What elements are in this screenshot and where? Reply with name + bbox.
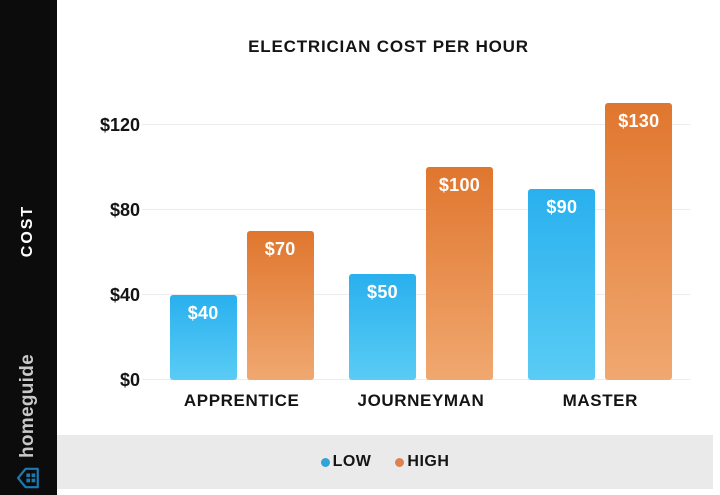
x-axis-label-master: MASTER [562, 391, 639, 410]
bar-journeyman-low: $50 [348, 273, 416, 380]
legend-item-high: HIGH [395, 453, 449, 471]
homeguide-wordmark: homeguide [17, 353, 38, 458]
chart-title: ELECTRICIAN COST PER HOUR [248, 37, 529, 56]
bar-apprentice-high: $70 [246, 231, 314, 380]
bar-value-label: $50 [367, 281, 398, 302]
bar-value-label: $90 [546, 196, 578, 217]
gridline-80 [142, 208, 690, 210]
plot-area: $120 $80 $40 $0 $40 $70 $50 $100 $90 $130 [100, 97, 690, 390]
bar-group-master: $90 $130 [511, 103, 690, 380]
sidebar: COST homeguide [0, 0, 57, 495]
chart-legend: LOW HIGH [57, 435, 713, 489]
homeguide-house-icon [16, 467, 39, 489]
bar-value-label: $70 [264, 239, 296, 260]
bar-journeyman-high: $100 [425, 167, 493, 380]
bar-apprentice-low: $40 [169, 294, 237, 380]
bar-chart: ELECTRICIAN COST PER HOUR $120 $80 $40 $0 $4… [57, 0, 720, 435]
bar-group-journeyman: $50 $100 [331, 167, 510, 380]
gridline-120 [142, 123, 690, 125]
x-axis-label-apprentice: APPRENTICE [183, 391, 300, 410]
bar-value-label: $130 [618, 111, 660, 132]
gridline-0 [142, 379, 690, 380]
y-tick-label: $0 [119, 370, 140, 390]
bar-value-label: $100 [438, 175, 481, 196]
y-tick-label: $40 [109, 284, 140, 305]
bar-group-apprentice: $40 $70 [152, 231, 331, 380]
y-tick-label: $120 [99, 114, 140, 135]
y-tick-label: $80 [109, 199, 140, 220]
x-axis-label-journeyman: JOURNEYMAN [357, 391, 485, 410]
gridline-40 [142, 293, 690, 295]
bar-master-high: $130 [605, 103, 673, 380]
homeguide-logo: homeguide [11, 331, 45, 491]
bar-master-low: $90 [528, 188, 596, 380]
legend-label: LOW [332, 453, 372, 470]
legend-item-low: LOW [320, 453, 372, 471]
y-axis-title: COST [19, 204, 36, 258]
bar-value-label: $40 [187, 302, 219, 323]
x-axis-labels: APPRENTICE JOURNEYMAN MASTER [152, 391, 690, 411]
legend-label: HIGH [407, 453, 450, 470]
legend-dot-low [320, 457, 330, 467]
legend-dot-high [395, 457, 405, 467]
